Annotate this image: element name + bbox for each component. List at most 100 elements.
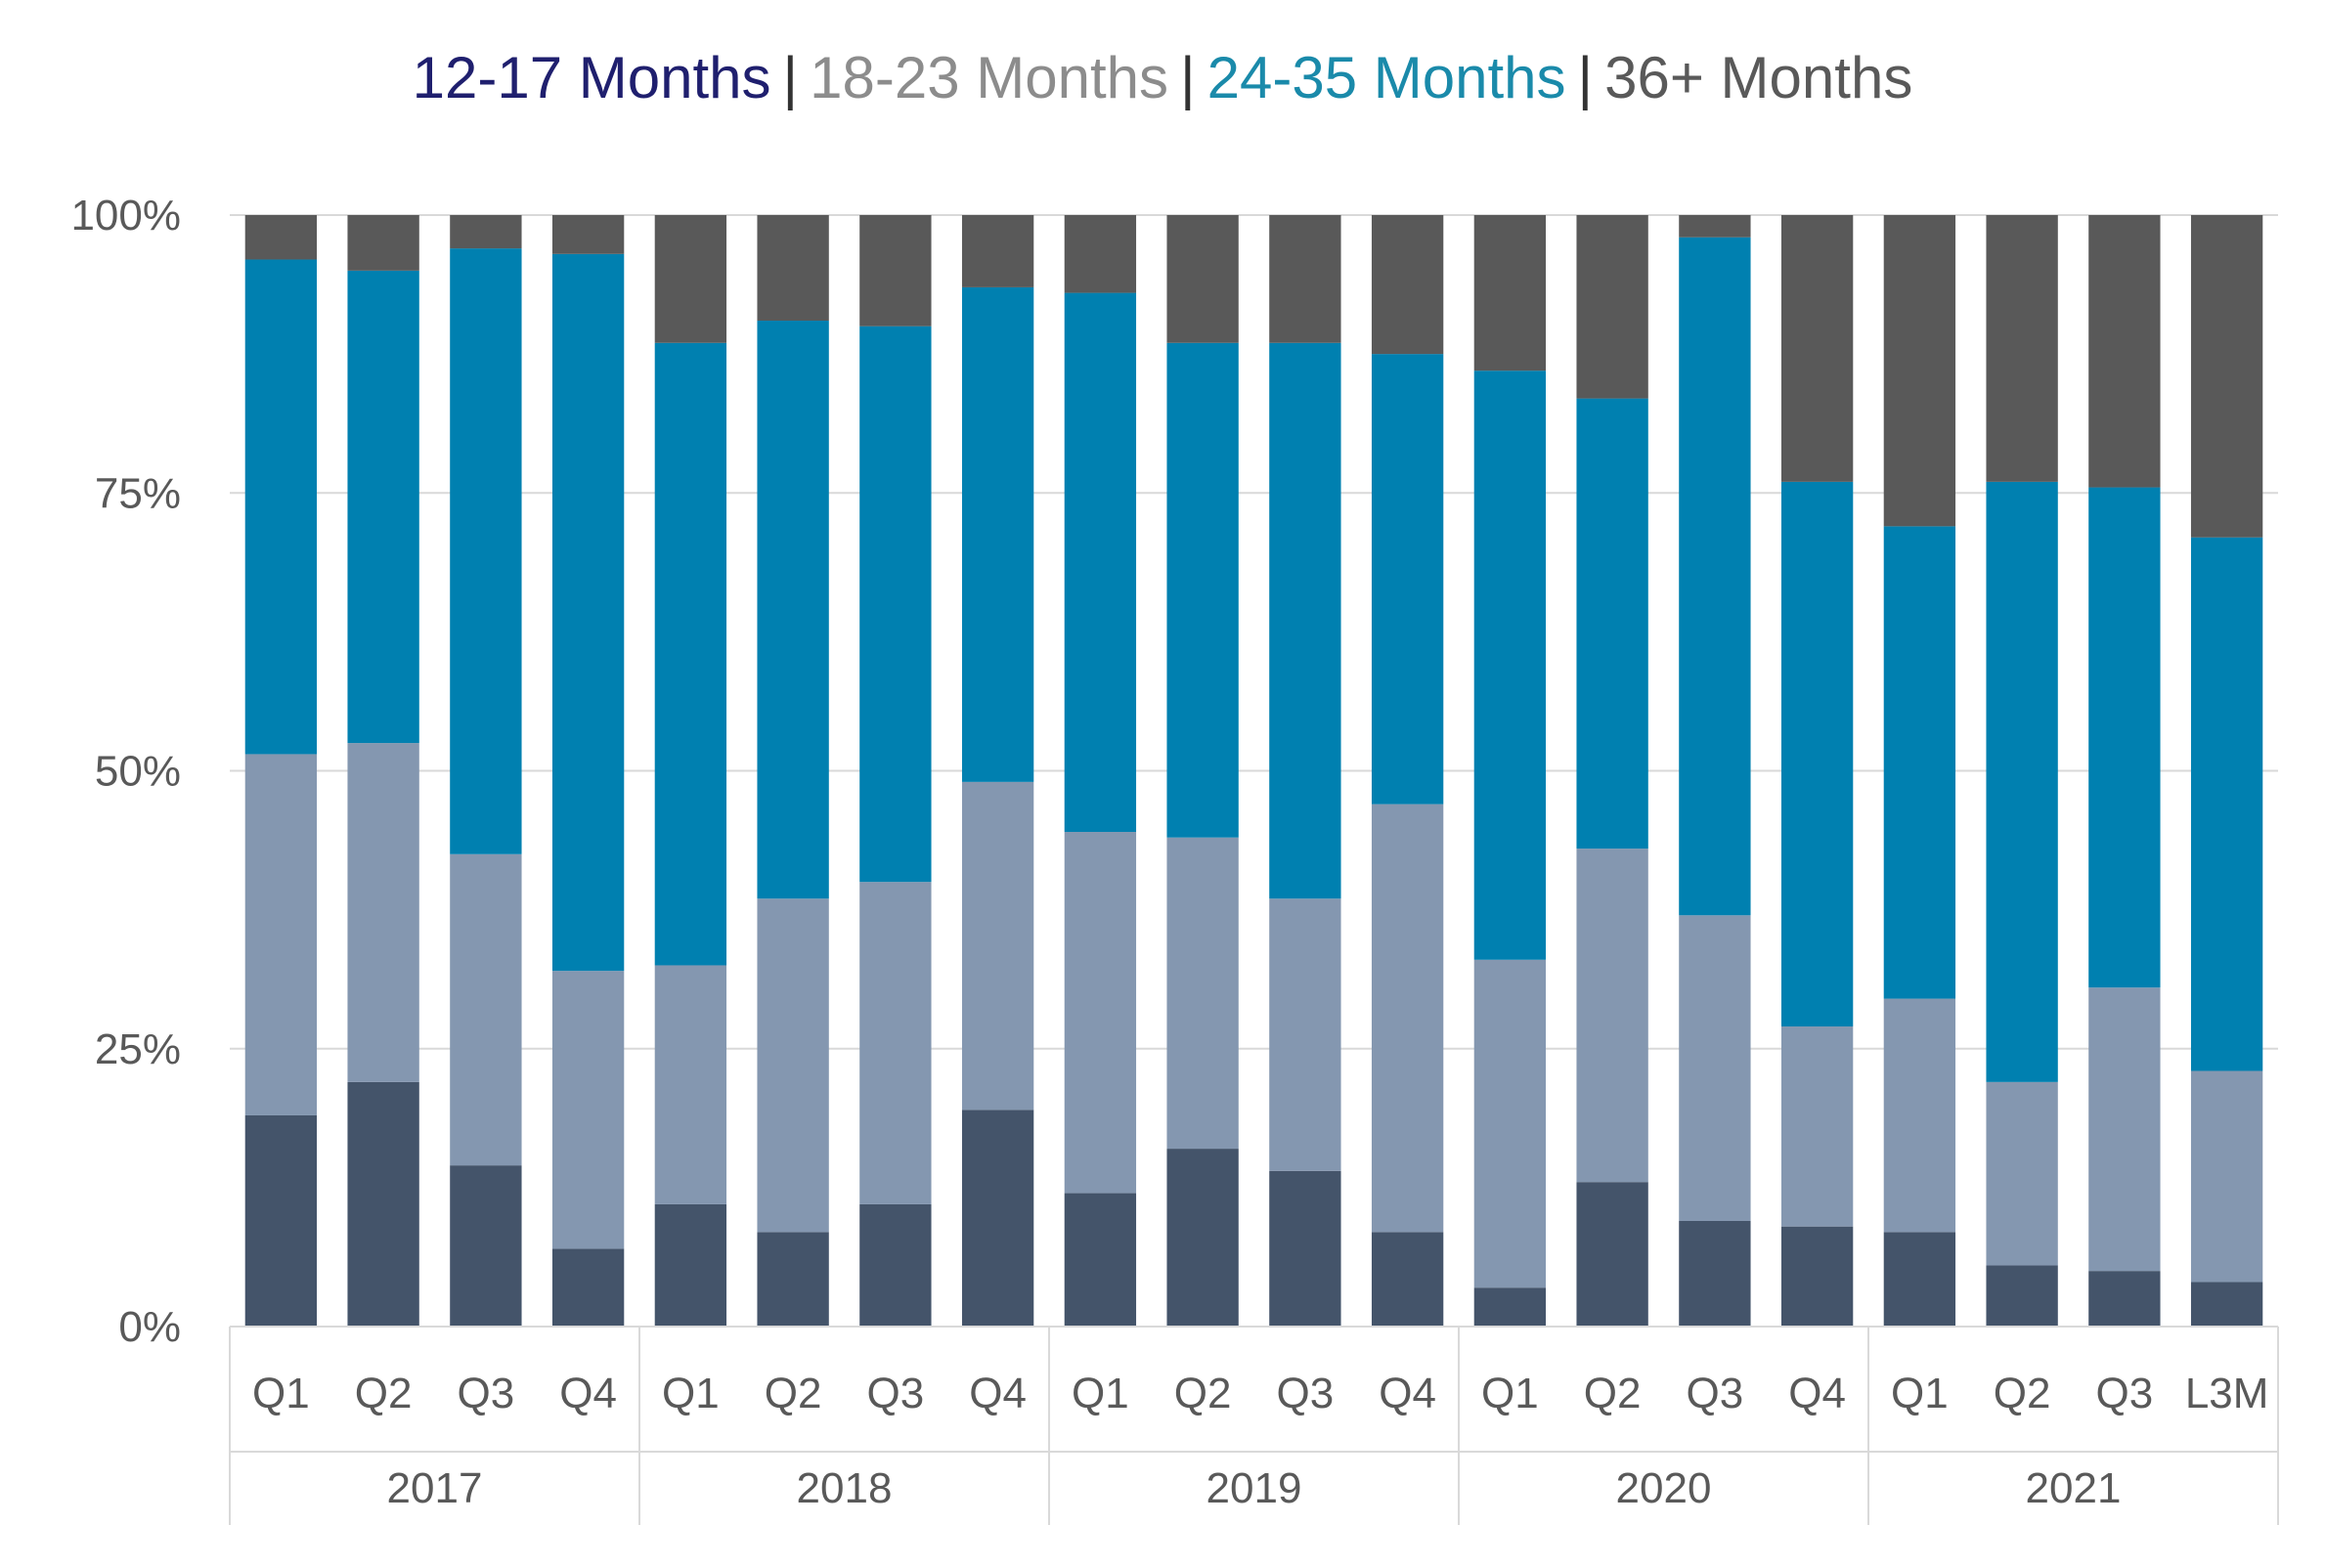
bar-segment-18-23-months <box>1371 804 1444 1233</box>
legend-item-18-23: 18-23 Months <box>810 45 1169 110</box>
bar-segment-12-17-months <box>961 1110 1034 1327</box>
bar-segment-36-months <box>1780 215 1854 482</box>
bar-segment-24-35-months <box>2088 487 2161 988</box>
chart-legend-title: 12-17 Months | 18-23 Months | 24-35 Months | 3… <box>0 39 2325 117</box>
y-tick-label: 0% <box>118 1303 181 1351</box>
bar-segment-12-17-months <box>1986 1265 2058 1327</box>
bar-segment-36-months <box>244 215 318 260</box>
x-tick-label: Q3 <box>867 1370 925 1417</box>
bar-segment-24-35-months <box>2190 537 2263 1071</box>
bar-segment-36-months <box>1473 215 1547 371</box>
bar-segment-36-months <box>2088 215 2161 488</box>
bar-segment-36-months <box>1269 215 1341 343</box>
legend-item-36-plus: 36+ Months <box>1604 45 1913 110</box>
bar-segment-24-35-months <box>859 326 932 883</box>
bar-segment-24-35-months <box>961 286 1034 782</box>
bar-segment-36-months <box>961 215 1034 287</box>
bar-segment-18-23-months <box>961 781 1034 1111</box>
bar-segment-36-months <box>1166 215 1239 343</box>
bar-segment-18-23-months <box>1679 915 1751 1221</box>
bar-segment-24-35-months <box>1371 354 1444 805</box>
bar-segment-24-35-months <box>1780 481 1854 1027</box>
bar-segment-12-17-months <box>244 1114 318 1327</box>
year-group-label: 2019 <box>1206 1464 1302 1512</box>
bar-segment-18-23-months <box>859 882 932 1204</box>
x-tick-label: Q4 <box>1788 1370 1846 1417</box>
bar-segment-18-23-months <box>1986 1081 2058 1266</box>
legend-item-12-17: 12-17 Months <box>412 45 771 110</box>
bar-segment-36-months <box>1883 215 1956 527</box>
x-tick-label: Q1 <box>662 1370 720 1417</box>
bar-segment-18-23-months <box>551 971 625 1249</box>
bar-segment-18-23-months <box>1269 898 1341 1171</box>
x-tick-label: Q3 <box>1687 1370 1744 1417</box>
x-tick-label: Q2 <box>1174 1370 1232 1417</box>
x-tick-label: Q3 <box>458 1370 515 1417</box>
bar-segment-18-23-months <box>1576 849 1648 1183</box>
bar-segment-18-23-months <box>2190 1070 2263 1283</box>
bar-segment-18-23-months <box>757 898 829 1233</box>
y-tick-label: 75% <box>95 469 181 517</box>
bar-segment-12-17-months <box>1473 1287 1547 1327</box>
bar-segment-36-months <box>450 215 522 249</box>
bar-segment-12-17-months <box>1371 1232 1444 1327</box>
bar-segment-18-23-months <box>347 743 419 1082</box>
bar-segment-36-months <box>859 215 932 327</box>
x-tick-label: Q2 <box>765 1370 822 1417</box>
x-tick-label: Q2 <box>1994 1370 2051 1417</box>
x-tick-label: Q3 <box>1277 1370 1335 1417</box>
bar-segment-24-35-months <box>1986 481 2058 1082</box>
x-tick-label: Q1 <box>1072 1370 1129 1417</box>
bar-segment-18-23-months <box>1473 959 1547 1288</box>
legend-separator: | <box>1577 45 1594 110</box>
bar-segment-36-months <box>1371 215 1444 355</box>
x-tick-label: Q1 <box>1891 1370 1949 1417</box>
bar-segment-12-17-months <box>757 1232 829 1327</box>
bar-segment-12-17-months <box>1780 1226 1854 1327</box>
bar-segment-12-17-months <box>1679 1220 1751 1327</box>
bar-segment-36-months <box>654 215 727 343</box>
y-tick-label: 50% <box>95 748 181 796</box>
bar-segment-18-23-months <box>2088 987 2161 1272</box>
legend-separator: | <box>1180 45 1196 110</box>
bar-segment-24-35-months <box>450 248 522 854</box>
bar-segment-24-35-months <box>1473 370 1547 960</box>
year-group-label: 2021 <box>2026 1464 2122 1512</box>
x-tick-label: Q2 <box>355 1370 413 1417</box>
bar-segment-12-17-months <box>654 1203 727 1327</box>
bar-segment-24-35-months <box>1064 292 1137 833</box>
bar-segment-12-17-months <box>1166 1149 1239 1327</box>
x-tick-label: Q4 <box>969 1370 1027 1417</box>
y-tick-label: 25% <box>95 1025 181 1073</box>
x-tick-label: Q4 <box>559 1370 617 1417</box>
bar-segment-18-23-months <box>450 853 522 1166</box>
bar-segment-24-35-months <box>551 253 625 972</box>
bar-segment-24-35-months <box>244 259 318 755</box>
x-tick-label: Q3 <box>2096 1370 2154 1417</box>
bar-segment-24-35-months <box>654 342 727 966</box>
bar-segment-12-17-months <box>551 1248 625 1327</box>
bar-segment-36-months <box>1064 215 1137 293</box>
bar-segment-36-months <box>1576 215 1648 399</box>
bar-segment-18-23-months <box>654 965 727 1204</box>
bar-segment-18-23-months <box>1064 832 1137 1194</box>
y-tick-label: 100% <box>70 192 181 240</box>
x-tick-label: Q1 <box>1481 1370 1539 1417</box>
year-group-label: 2017 <box>387 1464 483 1512</box>
bar-segment-18-23-months <box>1780 1026 1854 1227</box>
x-tick-label: Q2 <box>1584 1370 1642 1417</box>
bar-segment-36-months <box>1986 215 2058 482</box>
bar-segment-12-17-months <box>1576 1182 1648 1327</box>
bar-segment-24-35-months <box>1576 398 1648 849</box>
bar-segment-12-17-months <box>1883 1232 1956 1327</box>
bar-segment-12-17-months <box>1269 1170 1341 1327</box>
bar-segment-18-23-months <box>244 754 318 1115</box>
bar-segment-12-17-months <box>859 1203 932 1327</box>
year-group-label: 2018 <box>797 1464 893 1512</box>
x-tick-label: Q4 <box>1379 1370 1436 1417</box>
bar-segment-36-months <box>757 215 829 322</box>
bar-segment-36-months <box>551 215 625 254</box>
bar-segment-12-17-months <box>2190 1282 2263 1327</box>
bar-segment-36-months <box>2190 215 2263 538</box>
